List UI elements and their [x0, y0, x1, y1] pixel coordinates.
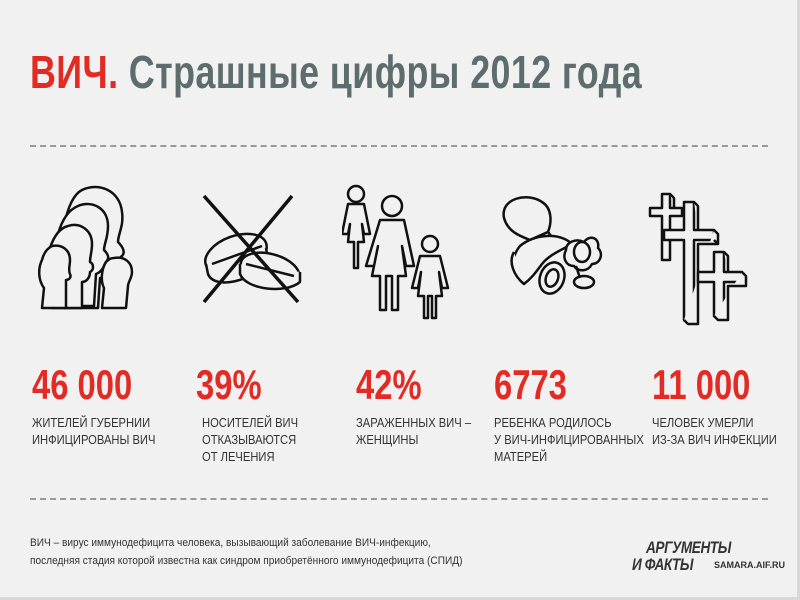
stat-value-deaths: 11 000 [652, 361, 751, 408]
stat-caption-refuse-treatment: НОСИТЕЛЕЙ ВИЧ ОТКАЗЫВАЮТСЯ ОТ ЛЕЧЕНИЯ [202, 415, 299, 464]
title-grey-part: Страшные цифры 2012 года [128, 46, 643, 98]
top-divider [30, 145, 768, 147]
logo-site: SAMARA.AIF.RU [714, 560, 785, 570]
bottom-divider [30, 498, 768, 500]
stat-value-children-born: 6773 [494, 361, 567, 408]
crossed-pills-icon [196, 190, 308, 310]
people-heads-icon [38, 182, 138, 312]
footnote: ВИЧ – вирус иммунодефицита человека, выз… [30, 537, 463, 567]
aif-logo: АРГУМЕНТЫ И ФАКТЫ SAMARA.AIF.RU [628, 538, 785, 574]
page-title: ВИЧ. Страшные цифры 2012 года [30, 42, 642, 102]
title-red-part: ВИЧ. [30, 46, 119, 98]
crosses-icon [646, 190, 756, 330]
stat-caption-women: ЗАРАЖЕННЫХ ВИЧ – ЖЕНЩИНЫ [356, 415, 472, 447]
women-figures-icon [342, 180, 452, 320]
logo-line1: АРГУМЕНТЫ [646, 538, 731, 557]
logo-line2: И ФАКТЫ [632, 555, 694, 574]
stat-value-infected: 46 000 [32, 361, 133, 408]
pacifiers-icon [490, 188, 610, 308]
stat-value-refuse-treatment: 39% [196, 361, 262, 408]
stat-caption-infected: ЖИТЕЛЕЙ ГУБЕРНИИ ИНФИЦИРОВАНЫ ВИЧ [32, 415, 156, 447]
stat-caption-children-born: РЕБЕНКА РОДИЛОСЬ У ВИЧ-ИНФИЦИРОВАННЫХ МА… [494, 415, 644, 464]
stat-value-women: 42% [356, 361, 422, 408]
stat-caption-deaths: ЧЕЛОВЕК УМЕРЛИ ИЗ-ЗА ВИЧ ИНФЕКЦИИ [652, 415, 777, 447]
